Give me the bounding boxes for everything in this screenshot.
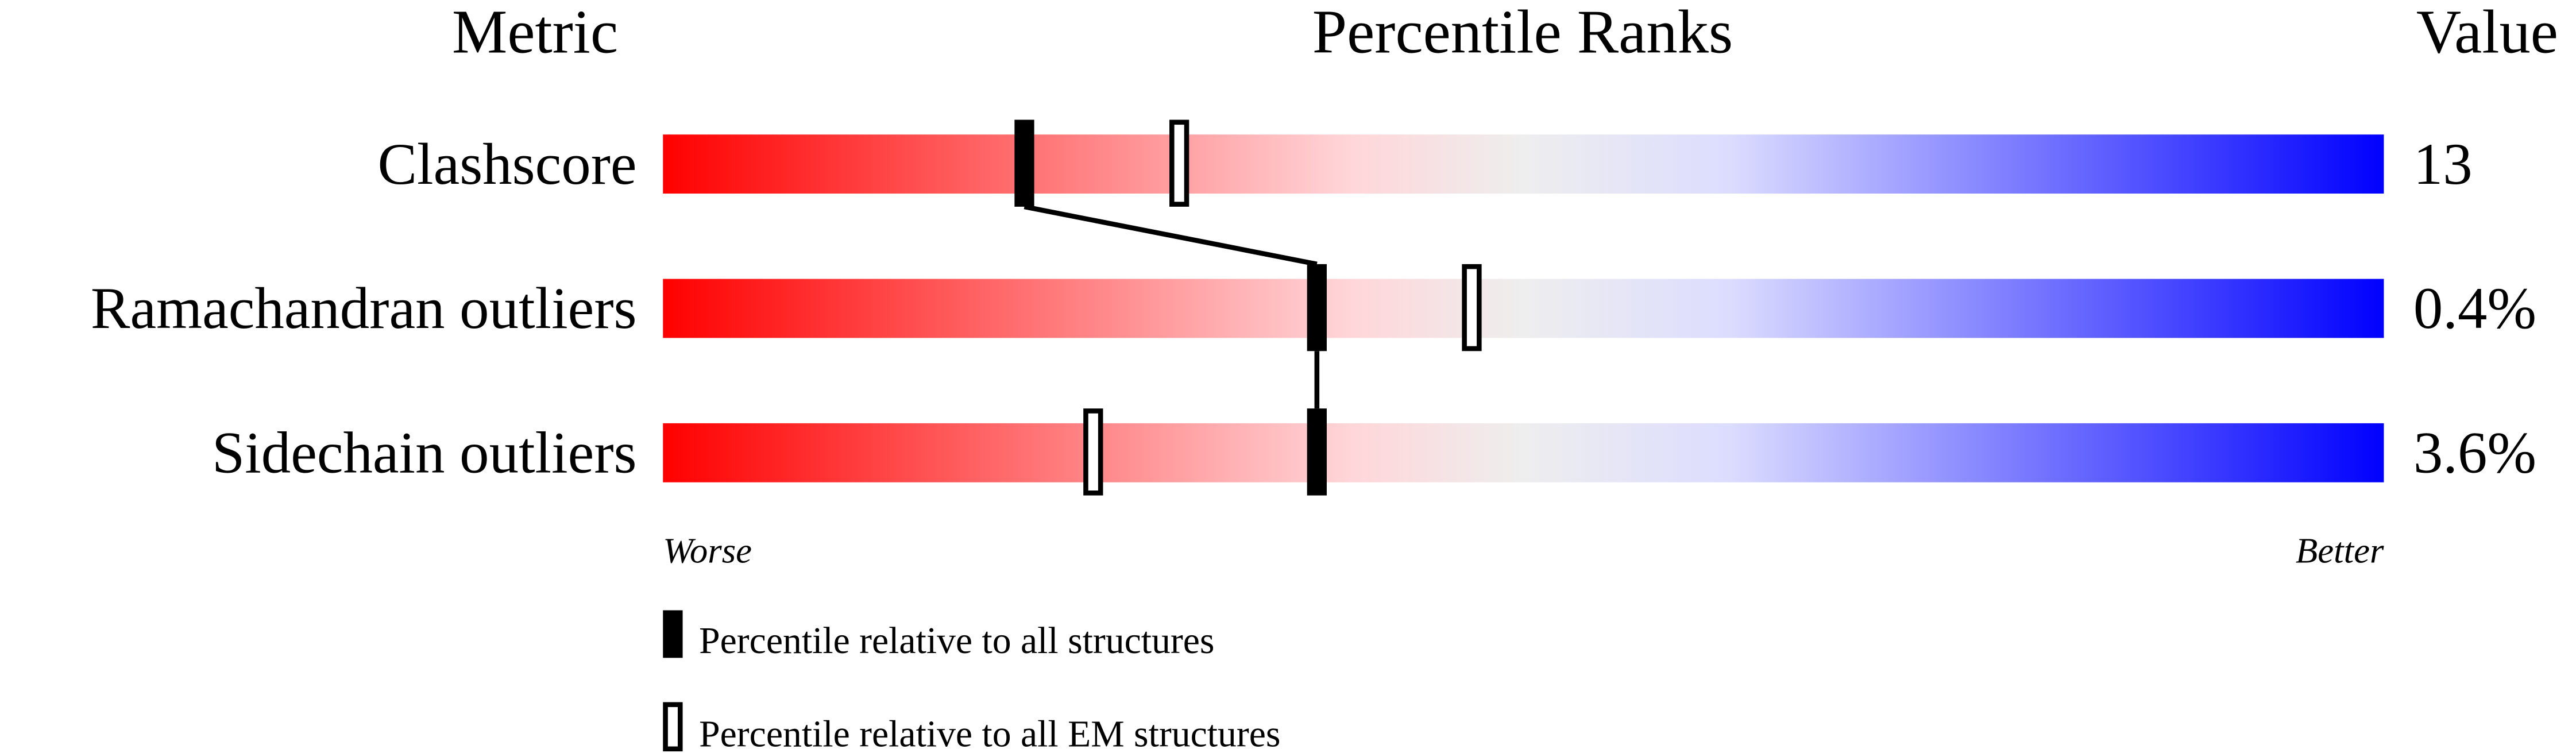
- marker-all-structures: [1307, 264, 1327, 352]
- legend-open-marker: [663, 702, 683, 752]
- marker-em-structures: [1169, 119, 1189, 207]
- header-value: Value: [2416, 0, 2558, 66]
- metric-value: 13: [2413, 132, 2473, 197]
- metric-label: Clashscore: [377, 132, 636, 197]
- metric-value: 0.4%: [2413, 276, 2536, 341]
- metric-value: 3.6%: [2413, 420, 2536, 486]
- legend-filled-marker: [663, 610, 683, 658]
- percentile-bar: [663, 423, 2384, 482]
- marker-connector: [1024, 204, 1318, 267]
- metric-label: Ramachandran outliers: [91, 276, 637, 341]
- marker-all-structures: [1014, 119, 1034, 207]
- legend-label-all: Percentile relative to all structures: [699, 620, 1214, 662]
- header-metric: Metric: [452, 0, 618, 66]
- marker-all-structures: [1307, 408, 1327, 496]
- axis-label-better: Better: [2296, 531, 2384, 571]
- axis-label-worse: Worse: [663, 531, 752, 571]
- marker-em-structures: [1083, 408, 1103, 496]
- header-percentile-ranks: Percentile Ranks: [1312, 0, 1733, 66]
- percentile-bar: [663, 279, 2384, 338]
- metric-label: Sidechain outliers: [212, 420, 637, 486]
- legend-label-em: Percentile relative to all EM structures: [699, 713, 1280, 753]
- marker-em-structures: [1462, 264, 1482, 352]
- percentile-bar: [663, 134, 2384, 194]
